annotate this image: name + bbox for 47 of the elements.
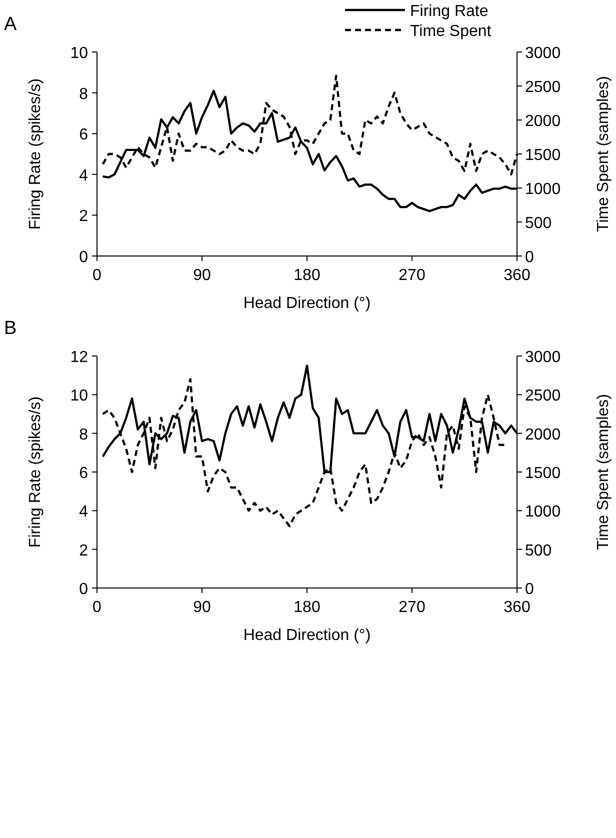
y-tick-label: 12 [70,349,88,366]
y2-tick-label: 500 [525,215,552,232]
y-axis-title: Firing Rate (spikes/s) [27,396,44,548]
x-tick-label: 360 [504,599,530,616]
y-tick-label: 8 [79,426,88,444]
x-tick-label: 90 [193,599,211,616]
y-tick-label: 4 [79,167,88,184]
y-tick-label: 8 [79,86,88,103]
legend-label: Firing Rate [410,3,488,20]
y-tick-label: 0 [79,249,88,266]
y2-tick-label: 1000 [525,504,561,521]
x-tick-label: 0 [92,599,102,616]
x-tick-label: 180 [294,599,320,616]
x-tick-label: 0 [92,267,102,284]
y2-tick-label: 2500 [525,79,561,96]
x-axis-title: Head Direction (°) [243,627,371,644]
y2-tick-label: 1500 [525,147,561,164]
y2-tick-label: 3000 [525,349,561,366]
y-tick-label: 10 [70,45,88,62]
y2-axis-title: Time Spent (samples) [595,76,612,232]
chart-title: B [4,318,17,339]
x-tick-label: 360 [504,267,530,284]
x-tick-label: 90 [193,267,211,284]
y-axis-title: Firing Rate (spikes/s) [27,78,44,230]
y-tick-label: 10 [70,388,88,405]
legend-label: Time Spent [410,23,492,40]
y-tick-label: 6 [79,126,88,144]
y-tick-label: 4 [79,504,88,521]
y2-tick-label: 500 [525,542,552,560]
chart-title: A [4,14,17,35]
y-tick-label: 0 [79,581,88,598]
y-tick-label: 6 [79,465,88,482]
y2-tick-label: 2000 [525,426,561,444]
y-tick-label: 2 [79,208,88,226]
y2-tick-label: 0 [525,249,534,266]
y-tick-label: 2 [79,542,88,560]
x-tick-label: 270 [398,267,426,284]
y2-axis-title: Time Spent (samples) [595,394,612,550]
x-axis-title: Head Direction (°) [243,295,371,312]
y2-tick-label: 1000 [525,181,561,198]
x-tick-label: 180 [294,267,320,284]
y2-tick-label: 3000 [525,45,561,62]
y2-tick-label: 2500 [525,388,561,405]
y2-tick-label: 1500 [525,465,561,482]
x-tick-label: 270 [398,599,426,616]
y2-tick-label: 0 [525,581,534,598]
y2-tick-label: 2000 [525,113,561,130]
